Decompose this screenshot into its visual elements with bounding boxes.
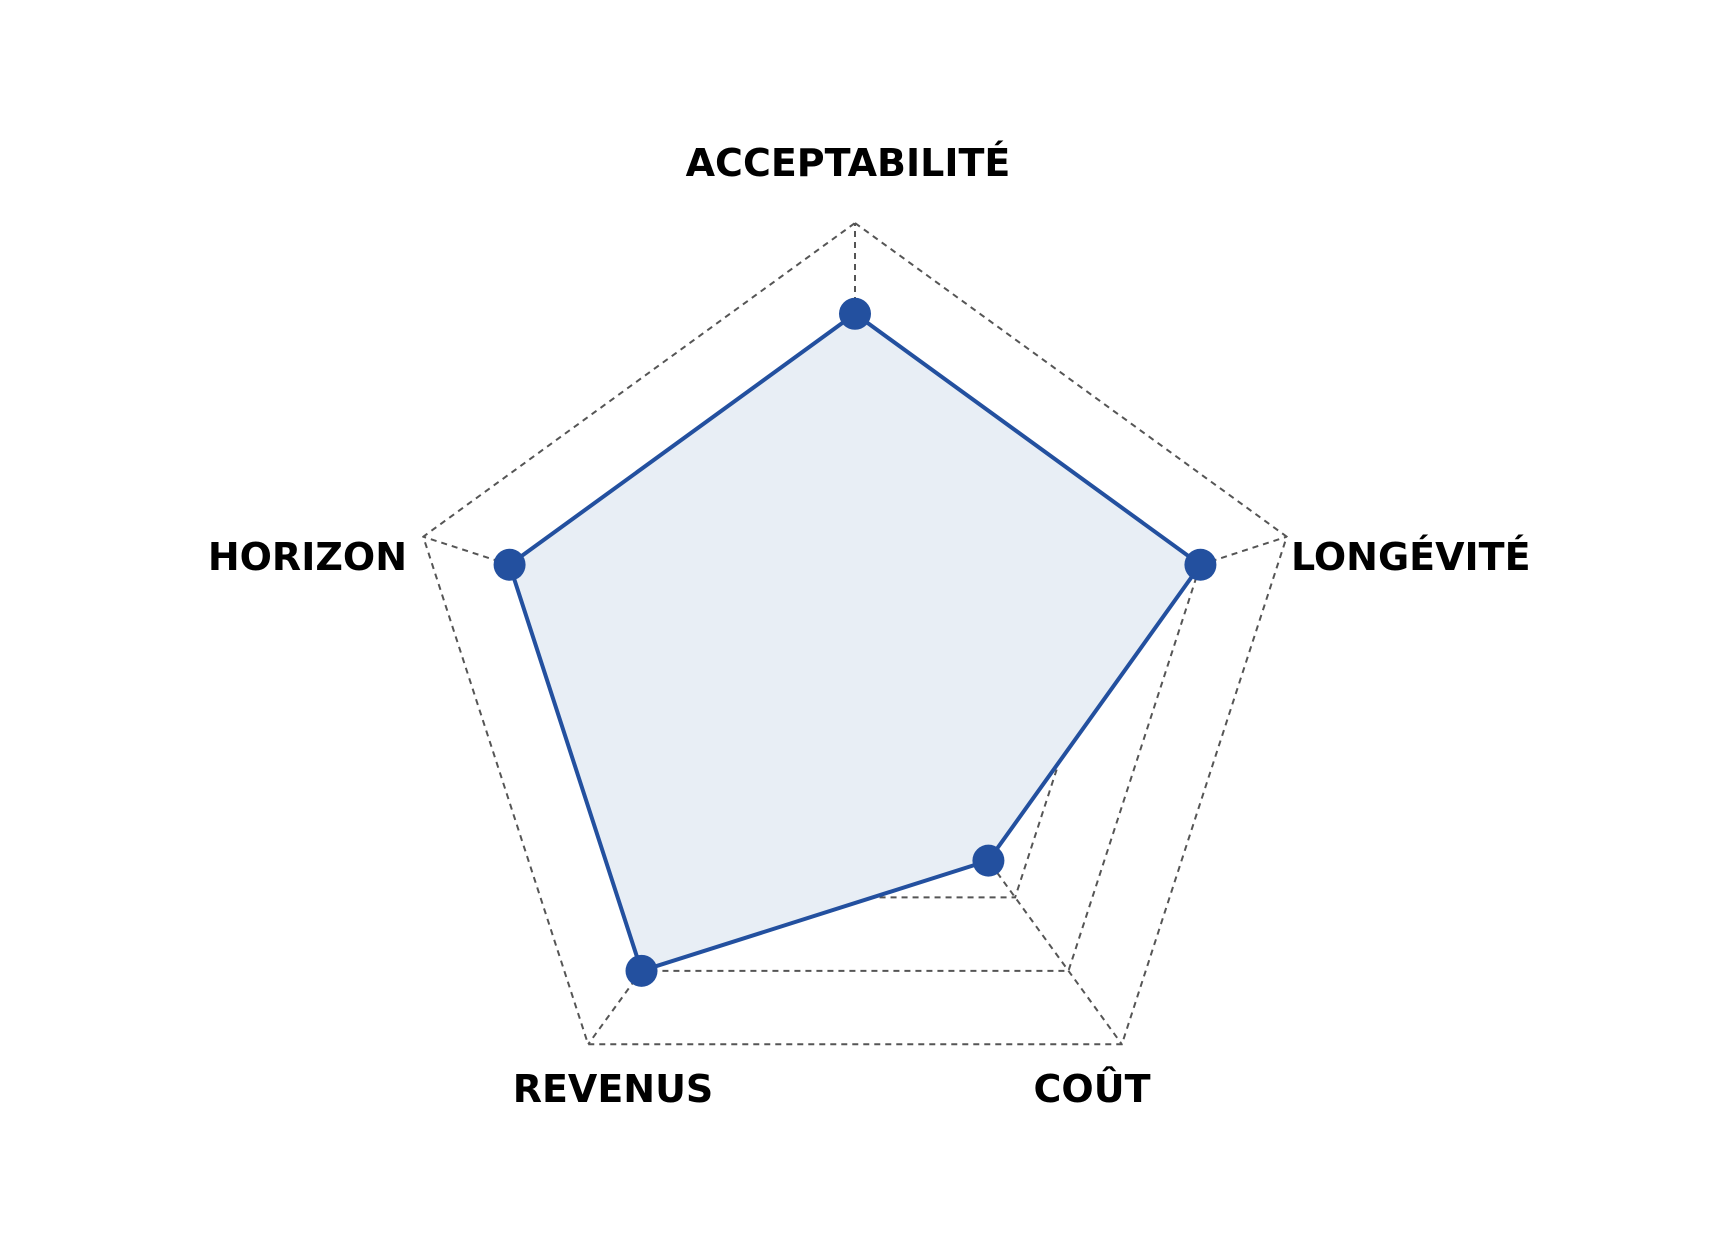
axis-labels: ACCEPTABILITÉ LONGÉVITÉ COÛT REVENUS HOR… (208, 141, 1531, 1111)
series (493, 297, 1217, 987)
axis-label-cout: COÛT (1034, 1067, 1151, 1111)
grid-spoke-3 (854, 676, 1123, 1045)
data-point-1 (839, 297, 871, 330)
series-area-1 (507, 311, 1203, 973)
axis-label-longevite: LONGÉVITÉ (1291, 535, 1531, 579)
data-point-2 (1184, 548, 1217, 581)
data-point-5 (493, 548, 526, 581)
data-point-3 (972, 844, 1005, 877)
axis-label-revenus: REVENUS (513, 1067, 714, 1111)
axis-label-acceptabilite: ACCEPTABILITÉ (686, 141, 1011, 185)
grid-ring-5 (422, 221, 1288, 1046)
data-point-4 (625, 954, 658, 987)
axis-label-horizon: HORIZON (208, 535, 407, 579)
